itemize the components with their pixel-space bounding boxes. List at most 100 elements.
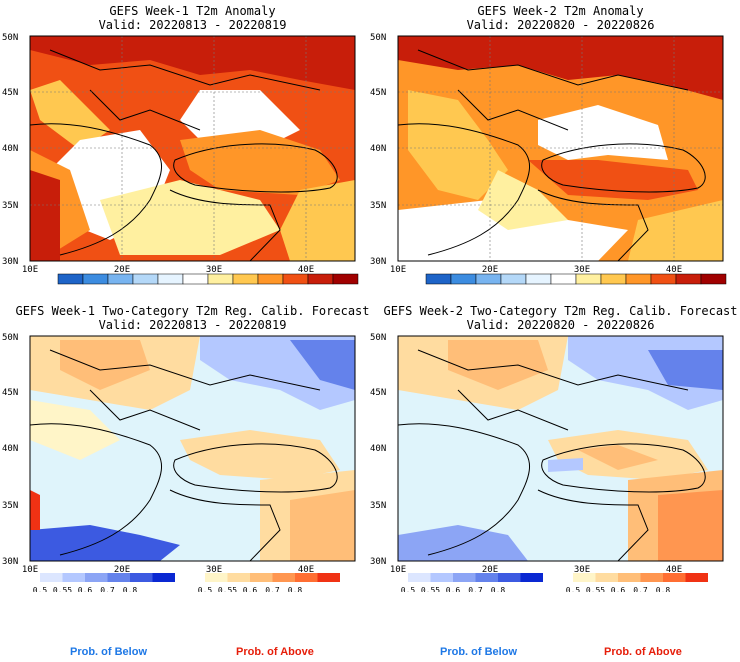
- colorbar-swatch: [307, 273, 334, 285]
- colorbar-swatch: [450, 273, 477, 285]
- lat-label: 50N: [2, 333, 18, 343]
- lat-label: 30N: [2, 257, 18, 267]
- lat-label: 35N: [2, 501, 18, 511]
- colorbar-swatch: [475, 573, 498, 582]
- colorbar-swatch: [257, 273, 284, 285]
- colorbar-swatch: [595, 573, 618, 582]
- colorbar-label: 0.7: [265, 586, 280, 592]
- lon-label: 20E: [114, 565, 130, 575]
- lon-label: 10E: [390, 265, 406, 275]
- panel4-title: GEFS Week-2 Two-Category T2m Reg. Calib.…: [383, 304, 738, 332]
- colorbar-label: 0.8: [123, 586, 138, 592]
- colorbar-swatch: [250, 573, 273, 582]
- lat-label: 50N: [370, 33, 386, 43]
- panel3-title: GEFS Week-1 Two-Category T2m Reg. Calib.…: [15, 304, 370, 332]
- colorbar-swatch: [295, 573, 318, 582]
- legend-prob-above: Prob. of Above: [604, 646, 682, 658]
- above-colorbar: 0.5 0.55 0.6 0.7 0.8: [566, 573, 708, 592]
- colorbar-label: -2: [471, 287, 481, 288]
- lon-label: 20E: [482, 265, 498, 275]
- lat-label: 50N: [2, 33, 18, 43]
- map-week1-probability: 50N 45N 40N 35N 30N 10E 20E 30E 40E 0.5 0…: [2, 333, 356, 592]
- colorbar-swatch: [40, 573, 63, 582]
- lon-label: 10E: [22, 565, 38, 575]
- colorbar-swatch: [650, 273, 677, 285]
- lon-label: 30E: [574, 565, 590, 575]
- lon-label: 40E: [298, 565, 314, 575]
- colorbar-label: 0.5: [566, 586, 581, 592]
- colorbar-swatch: [152, 573, 175, 582]
- colorbar-swatch: [663, 573, 686, 582]
- colorbar-label: 0.6: [243, 586, 258, 592]
- lat-label: 45N: [370, 388, 386, 398]
- lat-label: 35N: [2, 201, 18, 211]
- lat-label: 40N: [370, 144, 386, 154]
- lat-label: 40N: [370, 444, 386, 454]
- colorbar-swatch: [132, 273, 159, 285]
- colorbar-swatch: [575, 273, 602, 285]
- lon-label: 10E: [390, 565, 406, 575]
- legend-prob-below: Prob. of Below: [440, 646, 517, 658]
- colorbar-swatch: [625, 273, 652, 285]
- colorbar-label: -0.5: [173, 287, 192, 288]
- colorbar-swatch: [62, 573, 85, 582]
- colorbar-label: -1.5: [491, 287, 510, 288]
- colorbar-label: 0.6: [446, 586, 461, 592]
- colorbar-swatch: [130, 573, 153, 582]
- below-colorbar: 0.5 0.55 0.6 0.7 0.8: [33, 573, 175, 592]
- colorbar-swatch: [82, 273, 109, 285]
- colorbar-swatch: [182, 273, 209, 285]
- colorbar-label: 0.7: [468, 586, 483, 592]
- lat-label: 40N: [2, 444, 18, 454]
- colorbar-swatch: [600, 273, 627, 285]
- lat-label: 45N: [370, 88, 386, 98]
- colorbar-swatch: [157, 273, 184, 285]
- colorbar-swatch: [85, 573, 108, 582]
- colorbar-swatch: [227, 573, 250, 582]
- colorbar-label: 0.8: [288, 586, 303, 592]
- colorbar-swatch: [520, 573, 543, 582]
- colorbar-swatch: [573, 573, 596, 582]
- colorbar-swatch: [205, 573, 228, 582]
- colorbar-swatch: [57, 273, 84, 285]
- colorbar-label: 2: [281, 287, 286, 288]
- colorbar-label: 3: [674, 287, 679, 288]
- colorbar-swatch: [685, 573, 708, 582]
- colorbar-label: 0.55: [586, 586, 605, 592]
- colorbar-label: -3: [78, 287, 88, 288]
- lon-label: 40E: [298, 265, 314, 275]
- colorbar-swatch: [317, 573, 340, 582]
- colorbar-label: 2: [649, 287, 654, 288]
- colorbar-swatch: [475, 273, 502, 285]
- colorbar-label: 0.8: [656, 586, 671, 592]
- colorbar-swatch: [700, 273, 727, 285]
- colorbar-label: -1: [153, 287, 163, 288]
- lon-label: 20E: [114, 265, 130, 275]
- colorbar-swatch: [272, 573, 295, 582]
- lon-label: 10E: [22, 265, 38, 275]
- map-week2-anomaly: 50N 45N 40N 35N 30N 10E 20E 30E 40E -3 -2…: [370, 33, 727, 288]
- lat-label: 30N: [370, 257, 386, 267]
- colorbar-label: -2: [103, 287, 113, 288]
- colorbar-swatch: [430, 573, 453, 582]
- lon-label: 30E: [206, 265, 222, 275]
- colorbar-swatch: [207, 273, 234, 285]
- above-colorbar: 0.5 0.55 0.6 0.7 0.8: [198, 573, 340, 592]
- lon-label: 20E: [482, 565, 498, 575]
- lat-label: 35N: [370, 501, 386, 511]
- colorbar-label: 1.5: [619, 287, 634, 288]
- anomaly-colorbar: -3 -2 -1.5 -1 -0.5 0.5 1 1.5 2 3: [425, 273, 727, 288]
- colorbar-label: 0.55: [421, 586, 440, 592]
- colorbar-swatch: [425, 273, 452, 285]
- colorbar-label: 0.55: [53, 586, 72, 592]
- panel2-title: GEFS Week-2 T2m Anomaly Valid: 20220820 -…: [466, 4, 655, 32]
- lat-label: 50N: [370, 333, 386, 343]
- colorbar-label: -3: [446, 287, 456, 288]
- colorbar-swatch: [498, 573, 521, 582]
- colorbar-label: 0.5: [201, 287, 216, 288]
- colorbar-label: 1: [231, 287, 236, 288]
- colorbar-swatch: [500, 273, 527, 285]
- lon-label: 30E: [574, 265, 590, 275]
- colorbar-label: 0.7: [633, 586, 648, 592]
- lat-label: 45N: [2, 88, 18, 98]
